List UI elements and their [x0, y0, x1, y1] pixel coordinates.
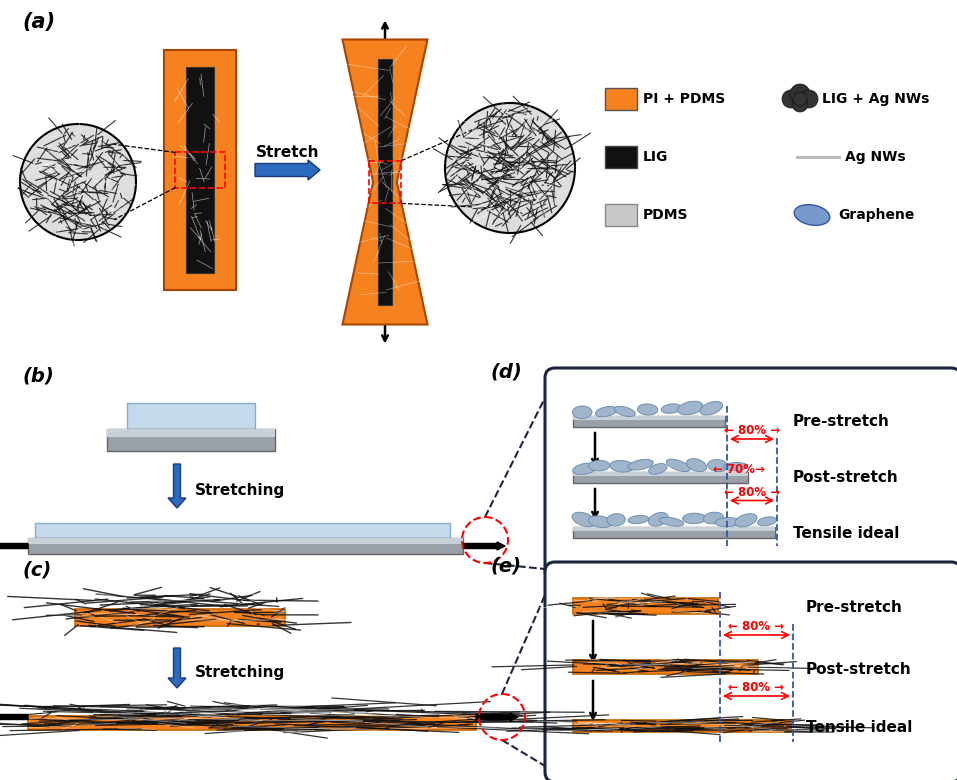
Ellipse shape [572, 406, 592, 419]
Circle shape [445, 103, 575, 233]
Bar [187, 67, 213, 273]
Text: (d): (d) [490, 363, 522, 382]
Text: ← 80% →: ← 80% → [723, 485, 780, 498]
Text: (b): (b) [22, 367, 54, 386]
Bar [573, 720, 791, 732]
Text: Pre-stretch: Pre-stretch [806, 601, 902, 615]
Ellipse shape [686, 459, 707, 472]
Circle shape [782, 90, 800, 108]
Ellipse shape [610, 460, 634, 472]
Text: Pre-stretch: Pre-stretch [793, 414, 890, 430]
FancyArrow shape [0, 713, 28, 721]
Bar [368, 161, 401, 204]
Text: (c): (c) [22, 560, 52, 579]
FancyBboxPatch shape [545, 562, 957, 780]
Ellipse shape [735, 514, 757, 526]
Text: ← 80% →: ← 80% → [728, 681, 785, 694]
Text: Tensile ideal: Tensile ideal [793, 526, 900, 541]
FancyArrow shape [168, 464, 186, 508]
FancyArrow shape [168, 648, 186, 688]
FancyArrow shape [0, 542, 28, 550]
Text: PI + PDMS: PI + PDMS [643, 92, 725, 106]
FancyArrow shape [463, 542, 505, 550]
Text: Stretch: Stretch [256, 145, 320, 160]
Bar [605, 204, 637, 226]
Text: Stretching: Stretching [195, 665, 285, 680]
FancyArrow shape [255, 160, 320, 180]
Ellipse shape [678, 401, 703, 415]
Ellipse shape [794, 204, 830, 225]
Bar [28, 538, 463, 554]
Text: Post-stretch: Post-stretch [806, 662, 912, 678]
Bar [573, 472, 748, 483]
Bar [75, 609, 285, 626]
Ellipse shape [715, 518, 741, 527]
Text: Stretching: Stretching [195, 484, 285, 498]
Bar [605, 88, 637, 110]
Bar [107, 429, 275, 437]
FancyBboxPatch shape [545, 368, 957, 580]
Ellipse shape [628, 459, 654, 470]
Ellipse shape [682, 513, 706, 523]
Bar [164, 50, 236, 290]
Ellipse shape [589, 516, 612, 527]
Ellipse shape [572, 512, 595, 526]
Ellipse shape [707, 459, 728, 472]
Ellipse shape [649, 463, 667, 474]
Ellipse shape [595, 406, 617, 417]
Text: ← 70%→: ← 70%→ [713, 463, 765, 476]
Text: Post-stretch: Post-stretch [793, 470, 899, 485]
Bar [35, 523, 450, 538]
Ellipse shape [607, 513, 625, 526]
Ellipse shape [703, 512, 723, 524]
Ellipse shape [628, 516, 649, 523]
Text: ← 80% →: ← 80% → [728, 620, 785, 633]
Ellipse shape [723, 463, 747, 470]
Bar [573, 416, 725, 427]
Bar [127, 403, 255, 429]
Ellipse shape [700, 402, 723, 415]
Bar [605, 146, 637, 168]
Circle shape [790, 84, 810, 104]
Circle shape [793, 92, 807, 106]
Bar [573, 472, 748, 476]
Circle shape [20, 124, 136, 240]
Bar [573, 598, 718, 614]
Bar [573, 660, 758, 674]
Text: LIG: LIG [643, 150, 668, 164]
Ellipse shape [649, 512, 668, 526]
Ellipse shape [758, 517, 776, 526]
Ellipse shape [666, 459, 690, 472]
Ellipse shape [659, 517, 683, 526]
Bar [573, 527, 775, 531]
Ellipse shape [572, 463, 597, 474]
Ellipse shape [614, 406, 635, 417]
Text: (e): (e) [490, 557, 521, 576]
Bar [107, 429, 275, 451]
Bar [573, 527, 775, 538]
Text: Graphene: Graphene [838, 208, 914, 222]
Bar [378, 59, 391, 304]
Text: LIG + Ag NWs: LIG + Ag NWs [822, 92, 929, 106]
Text: ← 80% →: ← 80% → [723, 424, 780, 437]
Ellipse shape [637, 404, 657, 415]
Polygon shape [343, 40, 428, 324]
Text: (a): (a) [22, 12, 56, 32]
Text: PDMS: PDMS [643, 208, 688, 222]
Ellipse shape [589, 460, 610, 471]
Bar [573, 416, 725, 420]
Circle shape [792, 96, 808, 112]
Text: Ag NWs: Ag NWs [845, 150, 905, 164]
Ellipse shape [661, 404, 681, 413]
Bar [175, 152, 225, 187]
Bar [28, 538, 463, 544]
Bar [28, 716, 476, 730]
FancyArrow shape [476, 713, 518, 721]
Circle shape [800, 90, 818, 108]
Text: Tensile ideal: Tensile ideal [806, 721, 912, 736]
